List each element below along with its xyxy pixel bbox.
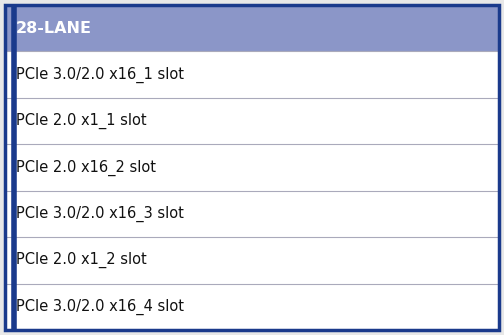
Text: PCIe 3.0/2.0 x16_4 slot: PCIe 3.0/2.0 x16_4 slot xyxy=(16,299,184,315)
Text: PCIe 2.0 x1_2 slot: PCIe 2.0 x1_2 slot xyxy=(16,252,147,268)
Bar xyxy=(5,5,499,52)
Text: PCIe 3.0/2.0 x16_3 slot: PCIe 3.0/2.0 x16_3 slot xyxy=(16,206,184,222)
Text: 28-LANE: 28-LANE xyxy=(16,21,92,36)
Text: PCIe 2.0 x1_1 slot: PCIe 2.0 x1_1 slot xyxy=(16,113,147,129)
Text: PCIe 2.0 x16_2 slot: PCIe 2.0 x16_2 slot xyxy=(16,159,156,176)
Text: PCIe 3.0/2.0 x16_1 slot: PCIe 3.0/2.0 x16_1 slot xyxy=(16,67,184,83)
